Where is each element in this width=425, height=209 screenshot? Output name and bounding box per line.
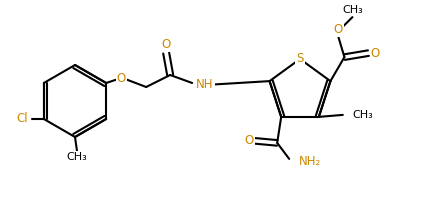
Text: O: O	[116, 71, 126, 84]
Text: NH: NH	[196, 79, 214, 92]
Text: O: O	[162, 38, 171, 51]
Text: O: O	[334, 23, 343, 36]
Text: CH₃: CH₃	[353, 110, 374, 120]
Text: O: O	[371, 47, 380, 60]
Text: CH₃: CH₃	[342, 5, 363, 15]
Text: S: S	[296, 51, 304, 65]
Text: Cl: Cl	[16, 112, 28, 125]
Text: NH₂: NH₂	[299, 155, 321, 168]
Text: CH₃: CH₃	[67, 152, 88, 162]
Text: O: O	[244, 134, 254, 147]
